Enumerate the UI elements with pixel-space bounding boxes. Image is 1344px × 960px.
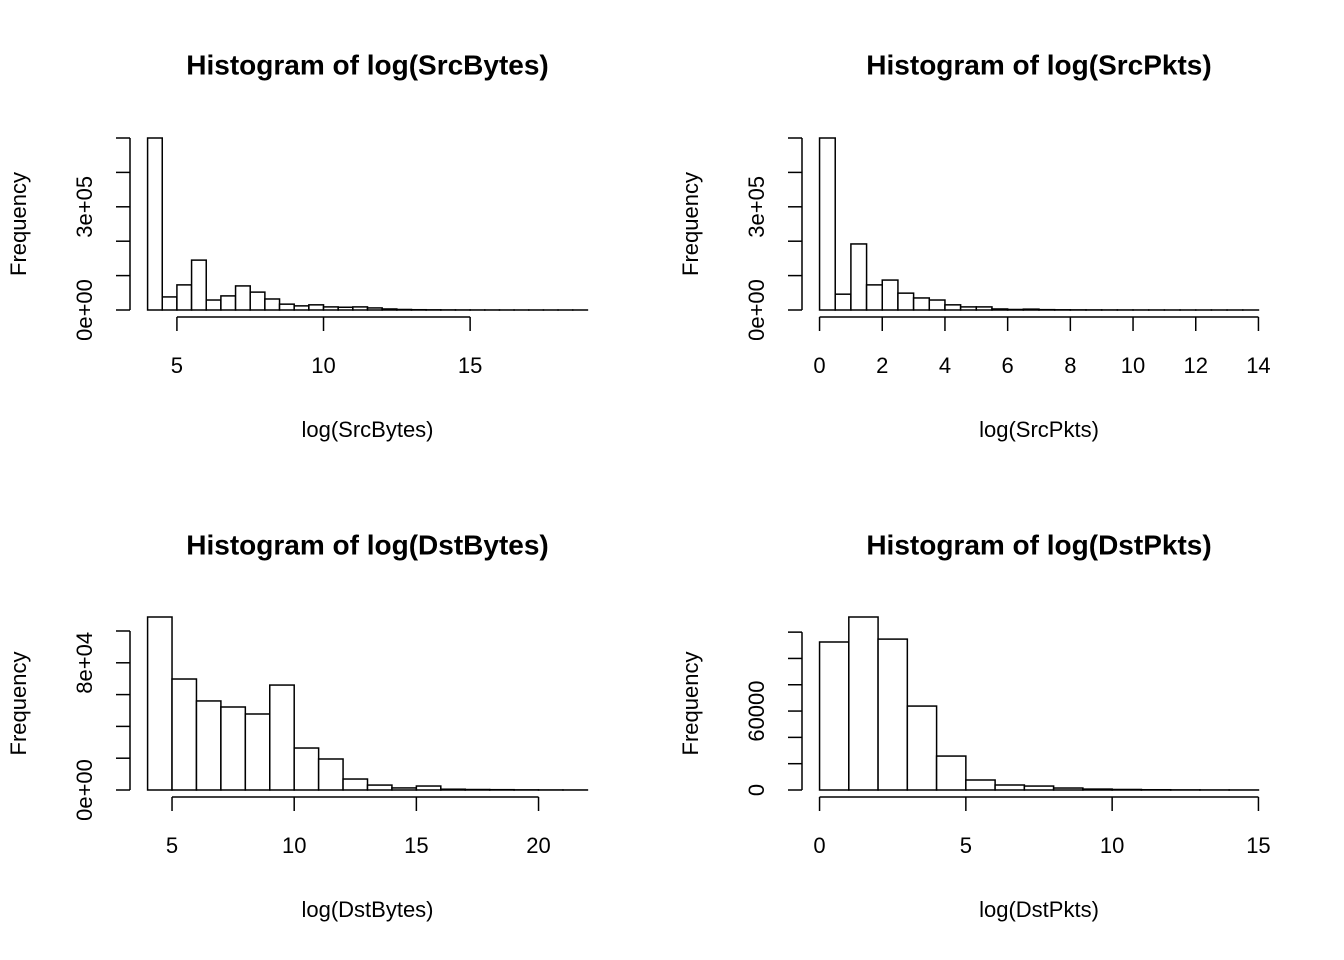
bar bbox=[1006, 308, 1025, 311]
bar bbox=[415, 785, 442, 791]
x-tick-label: 8 bbox=[1064, 353, 1076, 378]
bar bbox=[317, 758, 344, 791]
chart-title: Histogram of log(DstPkts) bbox=[866, 529, 1211, 560]
x-tick-label: 14 bbox=[1246, 353, 1270, 378]
bar bbox=[190, 259, 207, 311]
bar bbox=[1022, 308, 1040, 311]
x-tick-label: 0 bbox=[813, 353, 825, 378]
bar bbox=[322, 306, 339, 311]
bar bbox=[293, 305, 310, 311]
x-tick-label: 10 bbox=[1121, 353, 1145, 378]
bar bbox=[897, 292, 915, 311]
bar bbox=[220, 706, 247, 791]
bar bbox=[1082, 788, 1113, 791]
x-tick-label: 10 bbox=[282, 833, 306, 858]
y-axis-title: Frequency bbox=[678, 172, 703, 276]
bar bbox=[991, 308, 1009, 311]
y-tick-label: 0 bbox=[744, 784, 769, 796]
bar bbox=[195, 700, 222, 791]
bar bbox=[1052, 787, 1084, 791]
chart-title: Histogram of log(DstBytes) bbox=[186, 529, 548, 560]
bar bbox=[161, 296, 178, 311]
bar bbox=[244, 713, 271, 791]
bar bbox=[337, 306, 354, 311]
bar bbox=[366, 784, 393, 791]
bar bbox=[381, 308, 398, 311]
bar bbox=[1111, 788, 1143, 791]
bar bbox=[834, 293, 852, 311]
bar bbox=[249, 291, 266, 311]
bar bbox=[205, 299, 222, 311]
x-tick-label: 5 bbox=[960, 833, 972, 858]
bar bbox=[234, 285, 251, 311]
bar bbox=[342, 778, 369, 791]
x-axis-title: log(DstPkts) bbox=[979, 897, 1099, 922]
bar bbox=[396, 308, 413, 311]
bar bbox=[877, 638, 909, 791]
y-tick-label: 0e+00 bbox=[72, 279, 97, 341]
chart-title: Histogram of log(SrcBytes) bbox=[186, 49, 549, 80]
bar bbox=[391, 787, 418, 791]
bar bbox=[944, 304, 962, 311]
y-tick-label: 0e+00 bbox=[72, 759, 97, 821]
bar bbox=[912, 297, 931, 311]
bar bbox=[146, 616, 173, 791]
bar bbox=[308, 304, 325, 311]
y-tick-label: 60000 bbox=[744, 680, 769, 741]
bar bbox=[366, 307, 383, 311]
x-tick-label: 0 bbox=[813, 833, 825, 858]
y-tick-label: 8e+04 bbox=[72, 632, 97, 694]
bar bbox=[906, 705, 938, 791]
bar bbox=[278, 303, 295, 311]
x-tick-label: 10 bbox=[311, 353, 335, 378]
bar bbox=[269, 684, 295, 791]
x-axis-title: log(SrcBytes) bbox=[301, 417, 433, 442]
bar bbox=[848, 616, 879, 791]
chart-title: Histogram of log(SrcPkts) bbox=[866, 49, 1211, 80]
bar bbox=[171, 678, 198, 791]
x-tick-label: 15 bbox=[404, 833, 428, 858]
y-tick-label: 0e+00 bbox=[744, 279, 769, 341]
x-tick-label: 10 bbox=[1100, 833, 1124, 858]
x-tick-label: 5 bbox=[171, 353, 183, 378]
bar bbox=[1023, 785, 1055, 791]
bar bbox=[293, 747, 320, 791]
bar bbox=[865, 284, 884, 311]
bar bbox=[965, 779, 996, 791]
bar bbox=[850, 243, 868, 311]
x-tick-label: 12 bbox=[1184, 353, 1208, 378]
bar bbox=[440, 788, 466, 791]
bar bbox=[994, 784, 1026, 791]
bar bbox=[352, 306, 369, 311]
x-axis-title: log(SrcPkts) bbox=[979, 417, 1099, 442]
bar bbox=[928, 299, 946, 311]
y-tick-label: 3e+05 bbox=[744, 176, 769, 238]
x-tick-label: 15 bbox=[1246, 833, 1270, 858]
y-tick-label: 3e+05 bbox=[72, 176, 97, 238]
x-tick-label: 6 bbox=[1002, 353, 1014, 378]
bar bbox=[818, 137, 836, 311]
bar bbox=[881, 279, 899, 311]
bar bbox=[264, 298, 281, 311]
x-tick-label: 4 bbox=[939, 353, 951, 378]
x-tick-label: 20 bbox=[526, 833, 550, 858]
bar bbox=[818, 641, 850, 791]
x-axis-title: log(DstBytes) bbox=[301, 897, 433, 922]
bar bbox=[176, 284, 193, 311]
x-tick-label: 2 bbox=[876, 353, 888, 378]
x-tick-label: 15 bbox=[458, 353, 482, 378]
y-axis-title: Frequency bbox=[6, 652, 31, 756]
y-axis-title: Frequency bbox=[6, 172, 31, 276]
bar bbox=[220, 295, 237, 311]
bar bbox=[935, 755, 967, 791]
bar bbox=[975, 306, 993, 311]
x-tick-label: 5 bbox=[166, 833, 178, 858]
bar bbox=[959, 306, 978, 311]
bar bbox=[146, 137, 164, 311]
y-axis-title: Frequency bbox=[678, 652, 703, 756]
